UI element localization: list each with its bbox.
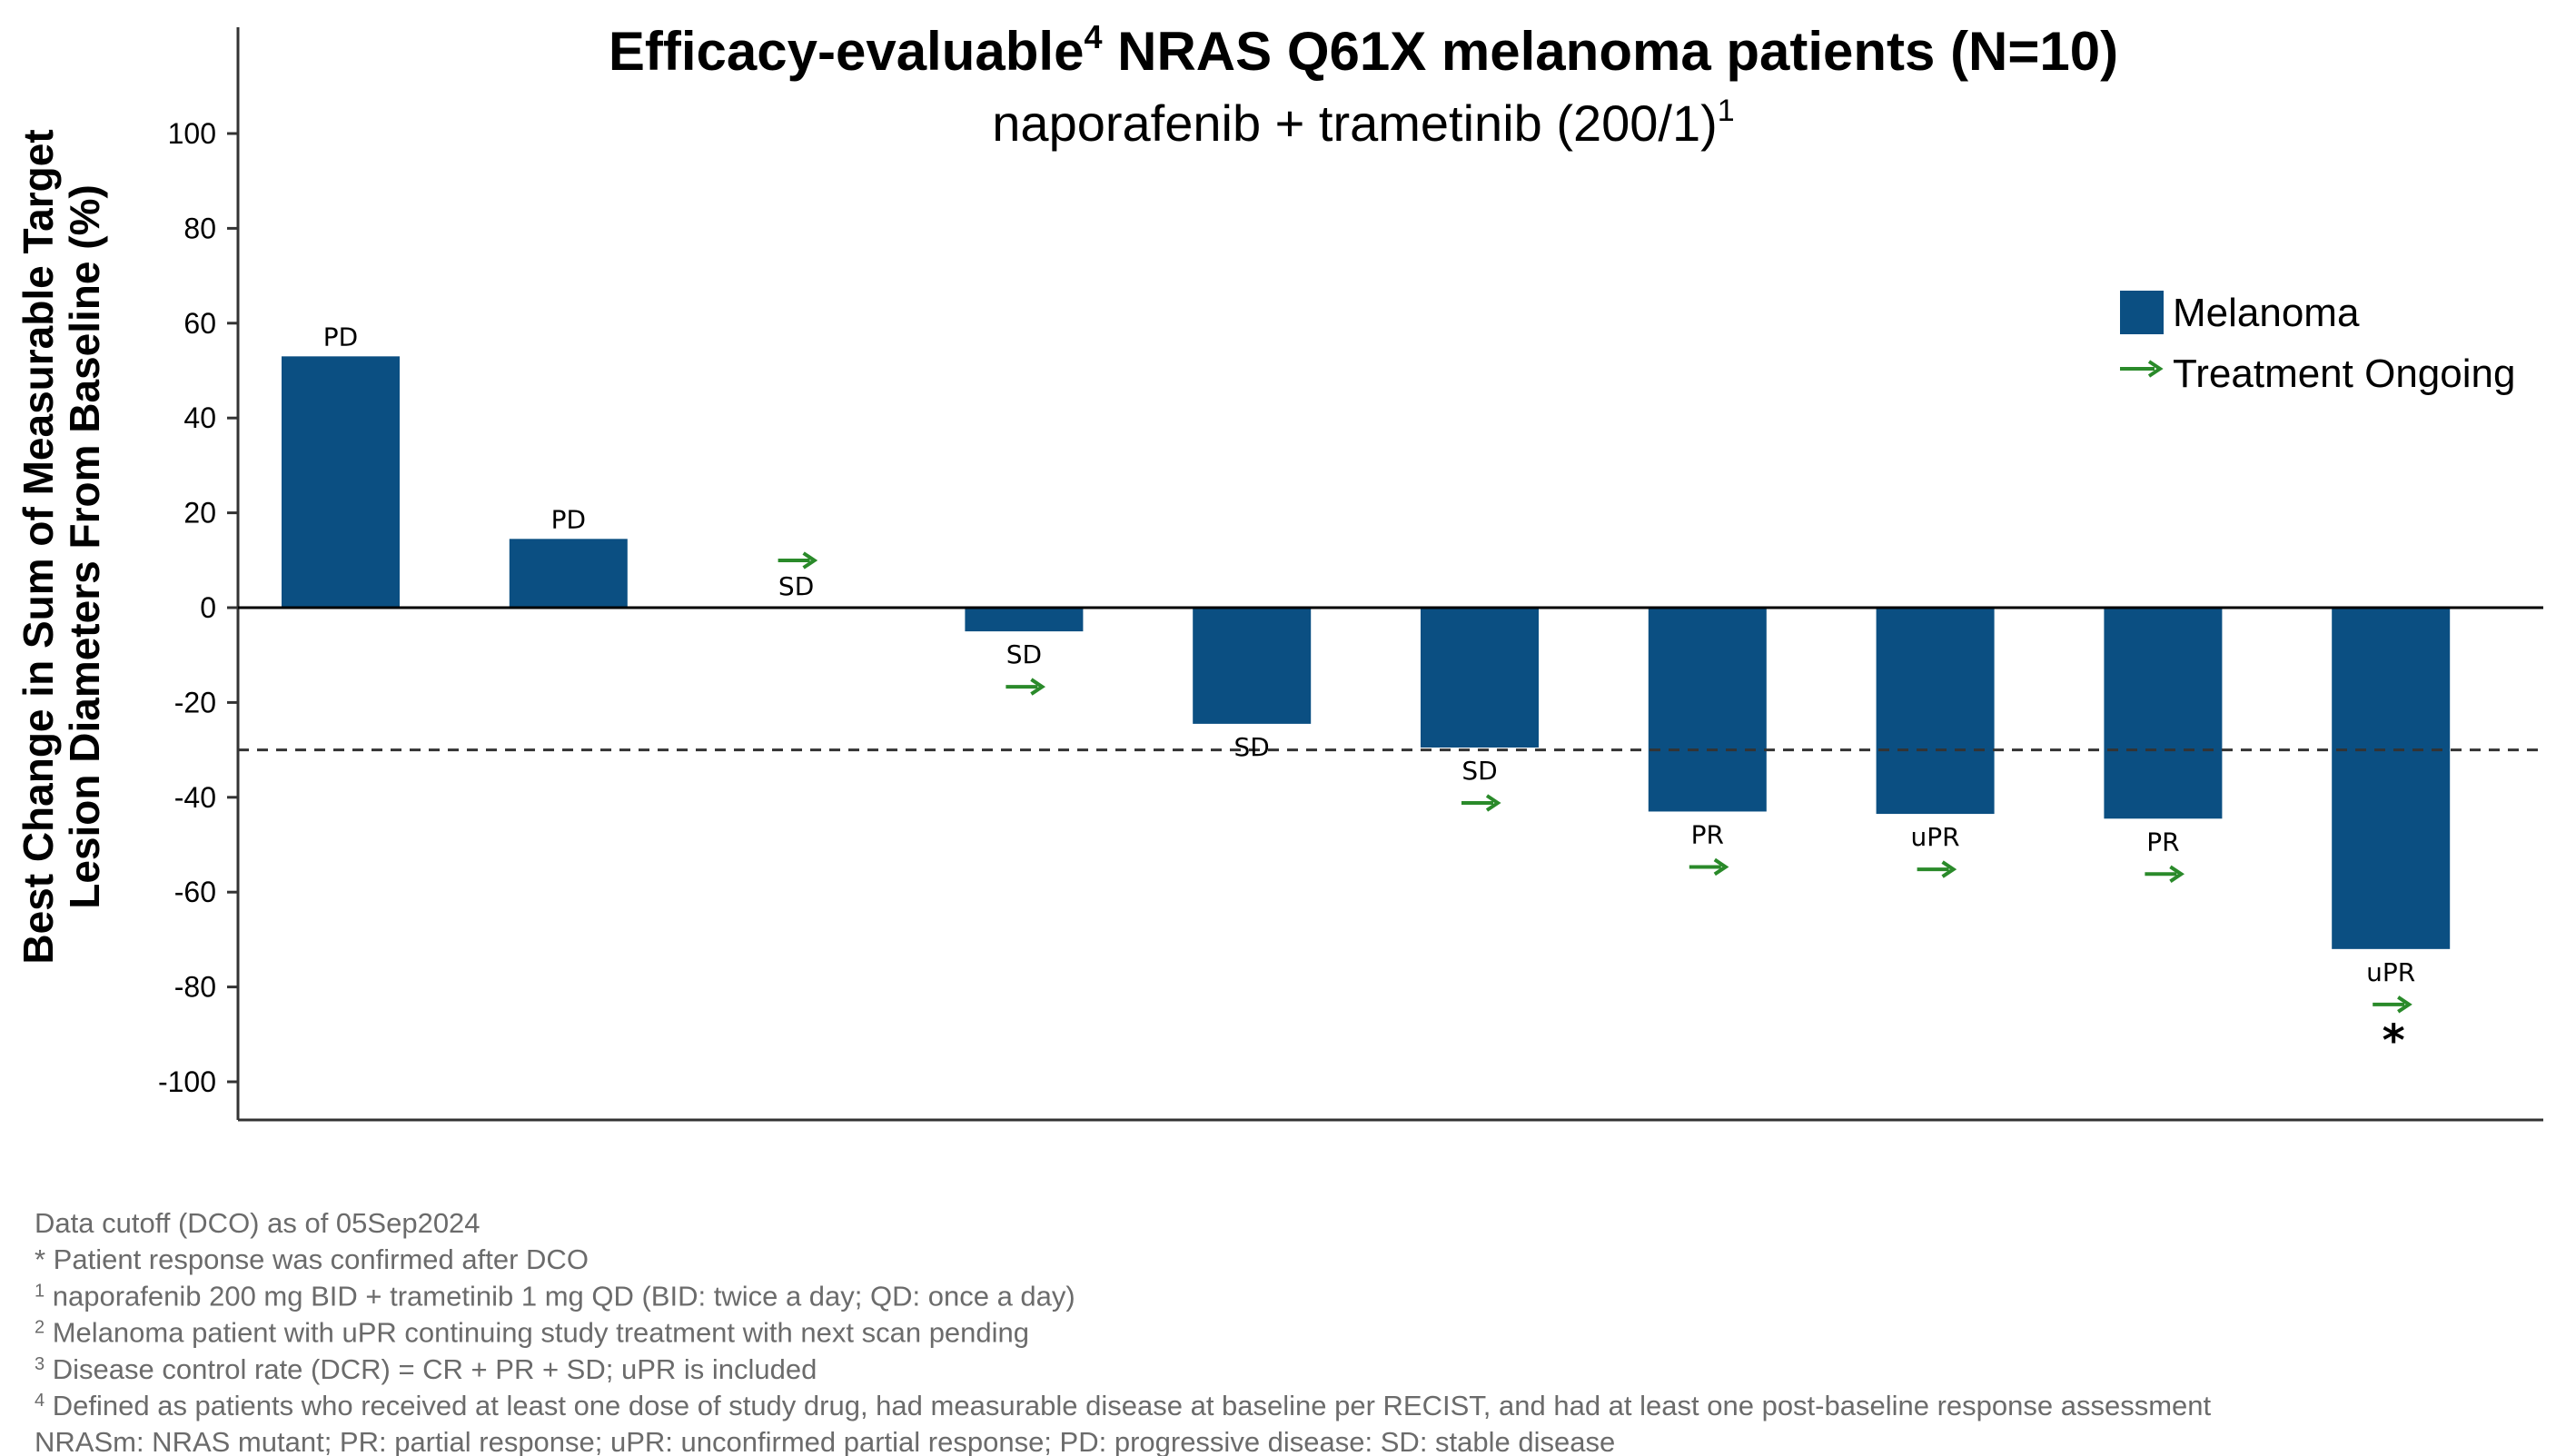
confirmed-after-dco-star: * [2383, 1015, 2405, 1066]
footnotes: Data cutoff (DCO) as of 05Sep2024 * Patie… [35, 1207, 2212, 1456]
y-tick-label: -20 [174, 686, 216, 718]
footnote-text: Data cutoff (DCO) as of 05Sep2024 [35, 1207, 480, 1239]
footnote-superscript: 1 [35, 1281, 45, 1301]
footnote-superscript: 3 [35, 1354, 45, 1374]
bar-patient-6 [1421, 608, 1539, 748]
treatment-ongoing-arrow-patient-4 [1006, 678, 1046, 696]
footnote-superscript: 2 [35, 1318, 45, 1338]
response-label-patient-7: PR [1691, 819, 1724, 849]
response-label-patient-8: uPR [1911, 822, 1960, 852]
treatment-ongoing-arrow-patient-8 [1917, 860, 1957, 878]
treatment-ongoing-arrow-patient-3 [778, 551, 818, 570]
bar-patient-9 [2104, 608, 2223, 819]
footnote-text: NRASm: NRAS mutant; PR: partial response… [35, 1426, 1615, 1456]
bar-patient-10 [2332, 608, 2451, 949]
y-tick-label: 0 [200, 591, 216, 624]
response-label-patient-1: PD [323, 322, 358, 352]
y-tick-label: 40 [183, 401, 216, 434]
chart-title-superscript: 4 [1084, 18, 1102, 55]
bar-patient-1 [282, 356, 400, 608]
response-label-patient-9: PR [2146, 827, 2179, 857]
treatment-ongoing-arrow-patient-7 [1689, 857, 1729, 877]
y-tick-label: -100 [158, 1065, 216, 1098]
treatment-ongoing-arrow-patient-10 [2373, 995, 2412, 1014]
footnote-text: Disease control rate (DCR) = CR + PR + S… [45, 1353, 817, 1385]
footnote-line: 4 Defined as patients who received at le… [35, 1390, 2212, 1421]
y-tick-label: 80 [183, 212, 216, 244]
bar-patient-4 [965, 608, 1084, 632]
y-tick-label: 20 [183, 497, 216, 530]
treatment-ongoing-arrow-patient-6 [1461, 794, 1501, 812]
bar-patient-8 [1876, 608, 1995, 815]
bar-patient-2 [509, 539, 628, 608]
footnote-line: * Patient response was confirmed after D… [35, 1243, 589, 1275]
y-tick-label: -80 [174, 971, 216, 1004]
response-label-patient-3: SD [778, 571, 814, 601]
chart-title: Efficacy-evaluable4 NRAS Q61X melanoma p… [609, 18, 2118, 82]
response-label-patient-5: SD [1234, 732, 1270, 762]
response-label-patient-6: SD [1461, 756, 1497, 786]
treatment-ongoing-arrow-patient-9 [2145, 865, 2185, 883]
y-ticks: 100 80 60 40 20 0 -20 -40 -60 -80 -100 [158, 117, 238, 1098]
y-tick-label: -60 [174, 876, 216, 908]
legend: Melanoma Treatment Ongoing [2120, 291, 2515, 396]
y-axis-label: Best Change in Sum of Measurable Target … [15, 129, 108, 964]
chart-subtitle-text: naporafenib + trametinib (200/1) [992, 94, 1718, 152]
y-tick-label: 100 [168, 117, 216, 150]
y-axis-label-line-2: Lesion Diameters From Baseline (%) [61, 184, 108, 909]
legend-melanoma-swatch [2120, 291, 2164, 334]
response-label-patient-2: PD [551, 504, 586, 534]
footnote-text: * Patient response was confirmed after D… [35, 1243, 589, 1275]
legend-treatment-ongoing-label: Treatment Ongoing [2173, 352, 2515, 396]
chart-subtitle: naporafenib + trametinib (200/1)1 [992, 94, 1734, 152]
legend-melanoma-label: Melanoma [2173, 291, 2360, 335]
footnote-superscript: 4 [35, 1391, 45, 1411]
footnote-line: NRASm: NRAS mutant; PR: partial response… [35, 1426, 1615, 1456]
legend-arrow-icon [2120, 360, 2164, 378]
footnote-line: 3 Disease control rate (DCR) = CR + PR +… [35, 1353, 817, 1385]
chart-subtitle-superscript: 1 [1718, 94, 1735, 128]
bars [282, 356, 2451, 949]
bar-patient-5 [1193, 608, 1312, 724]
y-tick-label: 60 [183, 307, 216, 340]
bar-patient-7 [1648, 608, 1767, 812]
chart-title-rest: NRAS Q61X melanoma patients (N=10) [1102, 21, 2118, 82]
footnote-line: Data cutoff (DCO) as of 05Sep2024 [35, 1207, 480, 1239]
footnote-text: Melanoma patient with uPR continuing stu… [45, 1317, 1029, 1349]
response-labels: PD PD SD SD SD SD PR uPR PR uPR * [323, 322, 2415, 1066]
footnote-line: 2 Melanoma patient with uPR continuing s… [35, 1317, 1029, 1349]
y-tick-label: -40 [174, 781, 216, 814]
footnote-line: 1 naporafenib 200 mg BID + trametinib 1 … [35, 1280, 1075, 1312]
footnote-text: naporafenib 200 mg BID + trametinib 1 mg… [45, 1280, 1075, 1312]
footnote-text: Defined as patients who received at leas… [45, 1390, 2211, 1421]
response-label-patient-10: uPR [2366, 957, 2415, 987]
response-label-patient-4: SD [1006, 639, 1042, 669]
chart-title-text: Efficacy-evaluable [609, 21, 1085, 82]
treatment-ongoing-arrows [778, 551, 2412, 1014]
y-axis-label-line-1: Best Change in Sum of Measurable Target [15, 129, 62, 964]
